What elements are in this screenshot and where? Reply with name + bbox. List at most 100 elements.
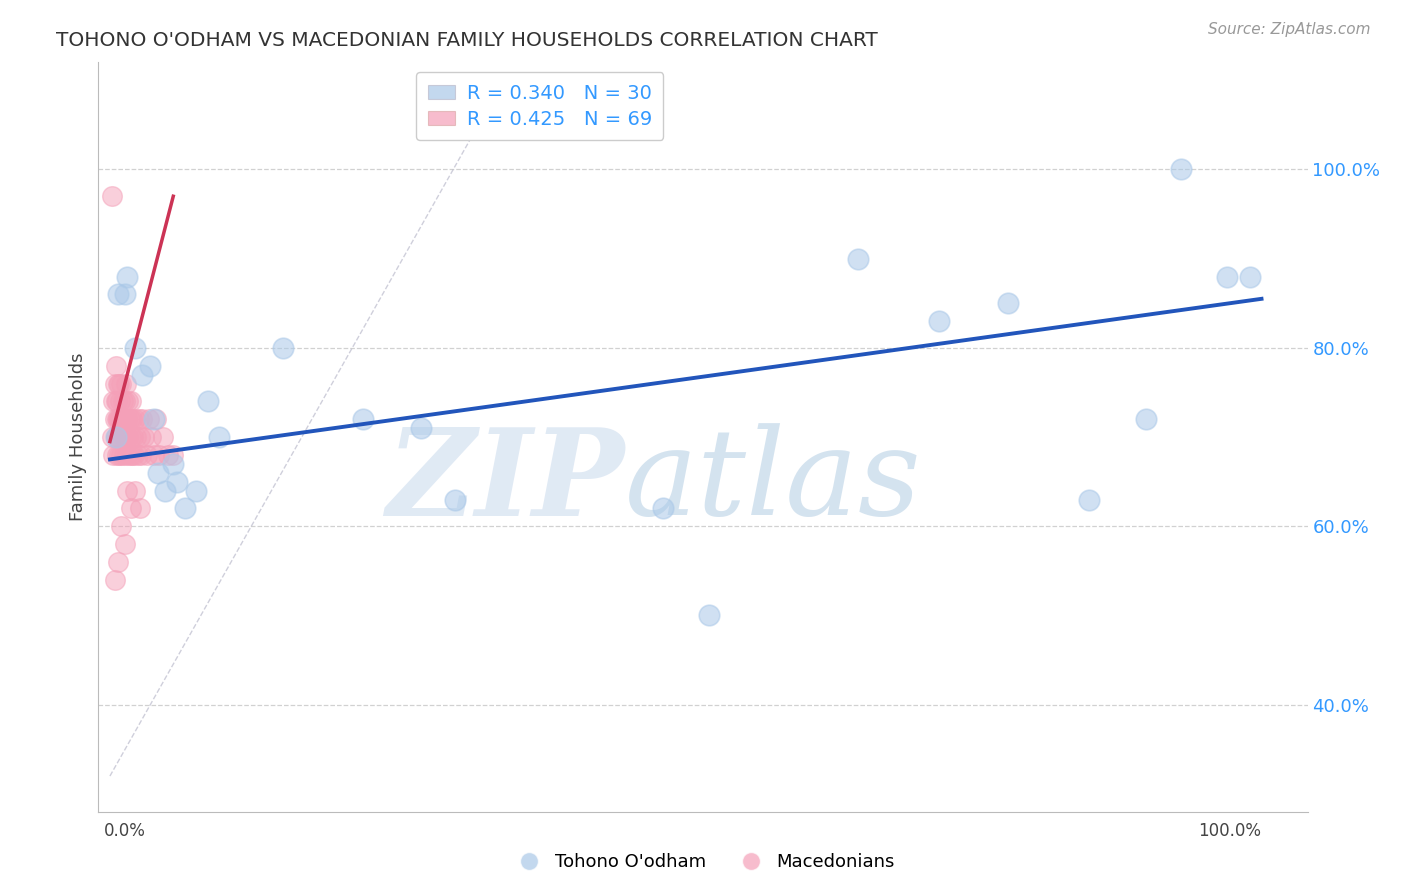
Point: [117, 430, 139, 444]
Point: [110, 412, 132, 426]
Point: [115, 483, 138, 498]
Point: [997, 296, 1019, 310]
Point: [108, 448, 131, 462]
Point: [110, 376, 132, 391]
Point: [156, 448, 179, 462]
Text: Source: ZipAtlas.com: Source: ZipAtlas.com: [1208, 22, 1371, 37]
Point: [128, 412, 150, 426]
Point: [697, 608, 720, 623]
Point: [162, 457, 184, 471]
Text: atlas: atlas: [624, 424, 921, 541]
Point: [121, 412, 143, 426]
Point: [124, 341, 146, 355]
Point: [1170, 162, 1192, 177]
Point: [120, 394, 142, 409]
Point: [104, 359, 127, 373]
Point: [651, 501, 673, 516]
Point: [110, 519, 132, 533]
Point: [101, 189, 124, 203]
Point: [173, 501, 195, 516]
Point: [115, 269, 138, 284]
Point: [155, 483, 177, 498]
Point: [117, 394, 139, 409]
Point: [444, 492, 467, 507]
Point: [115, 376, 138, 391]
Point: [104, 394, 127, 409]
Point: [131, 368, 153, 382]
Point: [352, 412, 374, 426]
Point: [134, 430, 156, 444]
Point: [114, 287, 136, 301]
Point: [118, 412, 141, 426]
Point: [166, 475, 188, 489]
Point: [1239, 269, 1261, 284]
Point: [148, 448, 170, 462]
Point: [114, 537, 136, 551]
Point: [103, 448, 125, 462]
Point: [115, 412, 138, 426]
Point: [120, 430, 142, 444]
Point: [112, 448, 135, 462]
Point: [103, 573, 125, 587]
Point: [1216, 269, 1239, 284]
Point: [124, 412, 146, 426]
Point: [103, 412, 125, 426]
Point: [138, 412, 160, 426]
Point: [107, 287, 129, 301]
Y-axis label: Family Households: Family Households: [69, 353, 87, 521]
Point: [110, 412, 132, 426]
Point: [162, 448, 184, 462]
Point: [142, 448, 165, 462]
Point: [186, 483, 208, 498]
Point: [112, 412, 135, 426]
Point: [127, 448, 149, 462]
Point: [128, 430, 150, 444]
Point: [129, 448, 152, 462]
Point: [139, 359, 162, 373]
Point: [110, 430, 132, 444]
Point: [122, 448, 145, 462]
Point: [409, 421, 432, 435]
Point: [111, 394, 134, 409]
Point: [1135, 412, 1157, 426]
Text: 0.0%: 0.0%: [104, 822, 146, 840]
Point: [108, 376, 131, 391]
Point: [124, 483, 146, 498]
Point: [120, 501, 142, 516]
Point: [928, 314, 950, 328]
Point: [104, 430, 127, 444]
Point: [115, 448, 138, 462]
Point: [105, 412, 128, 426]
Point: [121, 448, 143, 462]
Point: [128, 501, 150, 516]
Point: [118, 448, 141, 462]
Point: [101, 430, 124, 444]
Point: [271, 341, 294, 355]
Point: [141, 430, 163, 444]
Point: [104, 430, 127, 444]
Point: [152, 430, 174, 444]
Point: [103, 376, 125, 391]
Point: [114, 394, 136, 409]
Point: [142, 412, 165, 426]
Point: [1077, 492, 1099, 507]
Point: [145, 412, 167, 426]
Point: [107, 412, 129, 426]
Point: [114, 430, 136, 444]
Point: [107, 430, 129, 444]
Point: [125, 430, 148, 444]
Legend: R = 0.340   N = 30, R = 0.425   N = 69: R = 0.340 N = 30, R = 0.425 N = 69: [416, 72, 664, 140]
Point: [197, 394, 219, 409]
Point: [105, 448, 128, 462]
Point: [105, 394, 128, 409]
Text: 100.0%: 100.0%: [1198, 822, 1261, 840]
Point: [107, 376, 129, 391]
Text: ZIP: ZIP: [387, 423, 624, 541]
Point: [107, 555, 129, 569]
Point: [110, 448, 132, 462]
Point: [131, 412, 153, 426]
Point: [122, 430, 145, 444]
Point: [135, 448, 157, 462]
Point: [108, 412, 131, 426]
Point: [848, 252, 870, 266]
